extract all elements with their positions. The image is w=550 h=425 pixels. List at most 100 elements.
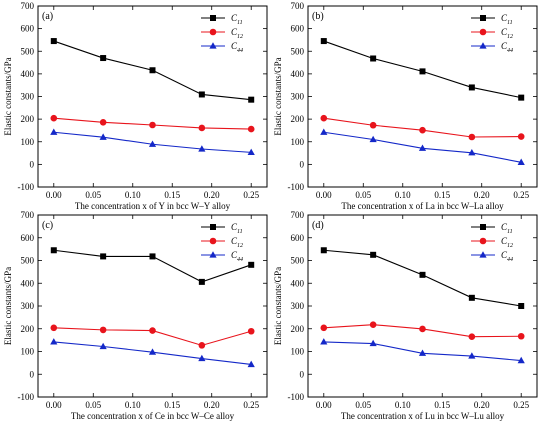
y-tick-label: -100: [288, 392, 305, 402]
x-tick-label: 0.15: [164, 400, 180, 410]
data-point-c12: [320, 114, 328, 122]
data-point-c11: [419, 271, 426, 278]
x-tick-label: 0.25: [243, 190, 259, 200]
y-tick-label: 400: [21, 278, 35, 288]
legend-label-c44: C44: [231, 250, 243, 263]
data-point-c44: [148, 348, 157, 355]
y-tick-label: 100: [291, 347, 305, 357]
y-tick-label: 700: [21, 210, 35, 220]
data-point-c44: [517, 158, 525, 165]
data-point-c44: [148, 140, 157, 147]
data-point-c12: [369, 321, 377, 328]
data-point-c12: [198, 124, 206, 132]
legend-marker-c12: [209, 28, 217, 36]
x-tick-label: 0.20: [474, 190, 490, 200]
data-point-c44: [99, 133, 107, 140]
data-point-c44: [418, 144, 427, 151]
y-axis-title: Elastic constants/GPa: [3, 267, 13, 345]
y-tick-label: 0: [300, 159, 305, 169]
y-tick-label: 700: [291, 1, 305, 11]
legend-marker-c11: [210, 224, 216, 230]
data-point-c11: [198, 91, 205, 98]
y-tick-label: 500: [291, 46, 305, 56]
data-point-c11: [518, 303, 525, 309]
y-axis-title: Elastic constants/GPa: [273, 57, 283, 135]
y-tick-label: 300: [291, 92, 305, 102]
x-axis-title: The concentration x of Ce in bcc W–Ce al…: [71, 411, 235, 421]
y-tick-label: 0: [30, 369, 35, 379]
panel-label: (a): [42, 11, 53, 22]
data-point-c44: [198, 354, 206, 362]
legend-label-c12: C12: [501, 27, 513, 40]
data-point-c11: [100, 253, 107, 260]
x-tick-label: 0.10: [395, 400, 411, 410]
y-tick-label: -100: [18, 182, 35, 192]
y-tick-label: 400: [291, 278, 305, 288]
data-point-c12: [149, 327, 156, 334]
y-tick-label: 300: [21, 301, 35, 311]
y-axis-title: Elastic constants/GPa: [3, 57, 13, 135]
x-tick-label: 0.20: [204, 190, 220, 200]
data-point-c44: [198, 145, 206, 152]
legend-label-c11: C11: [231, 222, 243, 235]
legend-marker-c44: [209, 251, 217, 258]
data-point-c44: [99, 342, 107, 350]
y-tick-label: 100: [21, 137, 35, 147]
y-tick-label: 200: [21, 114, 35, 124]
data-point-c11: [50, 247, 57, 254]
data-point-c12: [247, 327, 255, 335]
legend-marker-c44: [479, 251, 487, 258]
data-point-c11: [149, 67, 156, 74]
data-point-c12: [369, 121, 377, 129]
x-tick-label: 0.05: [355, 190, 371, 200]
legend-marker-c44: [479, 42, 487, 49]
data-point-c44: [369, 339, 377, 347]
data-point-c11: [248, 261, 255, 268]
data-point-c12: [468, 133, 476, 141]
data-point-c12: [517, 133, 525, 140]
data-point-c12: [99, 118, 107, 126]
x-tick-label: 0.10: [125, 190, 141, 200]
x-tick-label: 0.05: [85, 400, 101, 410]
panel-label: (b): [312, 11, 324, 22]
data-point-c12: [99, 326, 107, 334]
legend-label-c11: C11: [501, 13, 513, 26]
legend-label-c44: C44: [501, 41, 513, 54]
chart-panel-4: -100 0 100 200 300 400 500 600 700 0.00 0.05 0.10 0.…: [273, 210, 538, 421]
data-point-c11: [518, 94, 525, 101]
y-tick-label: 200: [291, 324, 305, 334]
data-point-c44: [50, 338, 58, 345]
data-point-c44: [418, 349, 427, 356]
x-tick-label: 0.20: [204, 400, 220, 410]
data-point-c11: [419, 68, 426, 75]
data-point-c11: [370, 251, 377, 258]
data-point-c12: [198, 342, 206, 349]
y-tick-label: 700: [291, 210, 305, 220]
legend-label-c44: C44: [501, 250, 513, 263]
data-point-c11: [149, 253, 156, 260]
legend-marker-c11: [480, 224, 486, 230]
x-tick-label: 0.10: [125, 400, 141, 410]
x-axis-title: The concentration x of La in bcc W–La al…: [341, 201, 504, 211]
data-point-c11: [100, 55, 107, 62]
x-tick-label: 0.25: [513, 400, 529, 410]
legend-label-c44: C44: [231, 41, 243, 54]
y-tick-label: 100: [291, 137, 305, 147]
data-point-c12: [468, 333, 476, 341]
data-point-c12: [419, 325, 426, 333]
data-point-c11: [50, 38, 57, 45]
panel-label: (d): [312, 220, 324, 231]
data-point-c44: [320, 128, 328, 135]
x-tick-label: 0.20: [474, 400, 490, 410]
y-tick-label: 300: [21, 92, 35, 102]
data-point-c44: [369, 135, 377, 143]
y-tick-label: 500: [21, 46, 35, 56]
x-tick-label: 0.15: [164, 190, 180, 200]
x-axis-title: The concentration x of Y in bcc W–Y allo…: [75, 201, 231, 211]
y-tick-label: 500: [21, 256, 35, 266]
legend-label-c11: C11: [501, 222, 513, 235]
data-point-c44: [468, 352, 476, 359]
data-point-c12: [50, 114, 58, 122]
